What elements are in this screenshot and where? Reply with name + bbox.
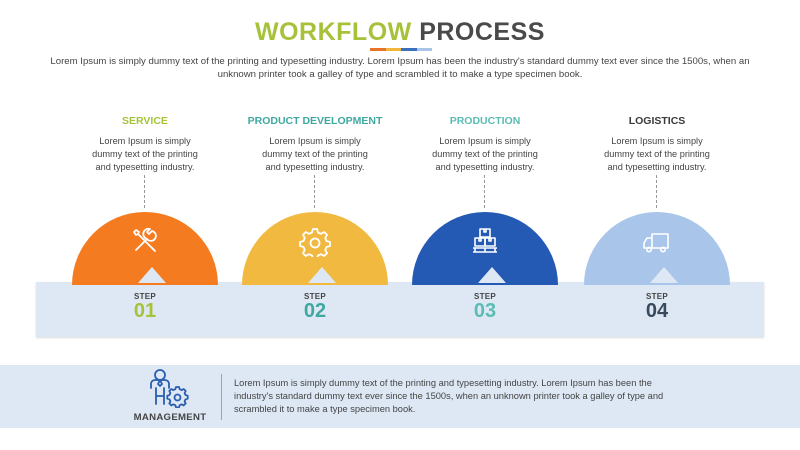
- step-description: Lorem Ipsum is simply dummy text of the …: [432, 136, 538, 172]
- step-title: PRODUCTION: [449, 115, 521, 127]
- management-description: Lorem Ipsum is simply dummy text of the …: [234, 378, 664, 414]
- step-notch: [650, 267, 678, 283]
- connector-line: [484, 175, 485, 208]
- step-description: Lorem Ipsum is simply dummy text of the …: [262, 136, 368, 172]
- step-dome: [72, 212, 218, 285]
- underline-segment: [385, 48, 401, 51]
- tools-icon: [133, 227, 157, 252]
- truck-icon: [643, 233, 669, 253]
- page-title: WORKFLOW PROCESS: [0, 18, 800, 47]
- management-panel: MANAGEMENT Lorem Ipsum is simply dummy t…: [0, 365, 800, 428]
- step-dome: [242, 212, 388, 285]
- step-notch: [308, 267, 336, 283]
- connector-line: [314, 175, 315, 208]
- underline-segment: [416, 48, 432, 51]
- step-number: 03: [473, 300, 497, 322]
- step-number: 04: [645, 300, 669, 322]
- step-dome: [412, 212, 558, 285]
- boxes-icon: [473, 228, 497, 253]
- title-word-workflow: WORKFLOW: [255, 18, 412, 46]
- step-product-development: PRODUCT DEVELOPMENT Lorem Ipsum is simpl…: [235, 0, 395, 340]
- step-label: STEP: [473, 292, 497, 301]
- step-title: SERVICE: [122, 115, 168, 127]
- manager-gear-icon: [150, 369, 189, 408]
- connector-line: [656, 175, 657, 208]
- step-dome: [584, 212, 730, 285]
- connector-line: [144, 175, 145, 208]
- vertical-divider: [221, 374, 222, 420]
- title-underline: [370, 48, 432, 51]
- management-label: MANAGEMENT: [133, 412, 207, 423]
- step-notch: [138, 267, 166, 283]
- step-description: Lorem Ipsum is simply dummy text of the …: [604, 136, 710, 172]
- step-notch: [478, 267, 506, 283]
- step-service: SERVICE Lorem Ipsum is simply dummy text…: [65, 0, 225, 340]
- step-label: STEP: [303, 292, 327, 301]
- step-title: LOGISTICS: [628, 115, 686, 127]
- step-label: STEP: [133, 292, 157, 301]
- underline-segment: [370, 48, 386, 51]
- intro-text: Lorem Ipsum is simply dummy text of the …: [50, 56, 750, 80]
- underline-segment: [401, 48, 417, 51]
- step-description: Lorem Ipsum is simply dummy text of the …: [92, 136, 198, 172]
- steps-strip: [36, 282, 764, 337]
- step-logistics: LOGISTICS Lorem Ipsum is simply dummy te…: [577, 0, 737, 340]
- title-word-process: PROCESS: [419, 18, 545, 46]
- gear-icon: [299, 228, 331, 257]
- step-number: 01: [133, 300, 157, 322]
- step-number: 02: [303, 300, 327, 322]
- step-production: PRODUCTION Lorem Ipsum is simply dummy t…: [405, 0, 565, 340]
- step-label: STEP: [645, 292, 669, 301]
- step-title: PRODUCT DEVELOPMENT: [247, 115, 383, 127]
